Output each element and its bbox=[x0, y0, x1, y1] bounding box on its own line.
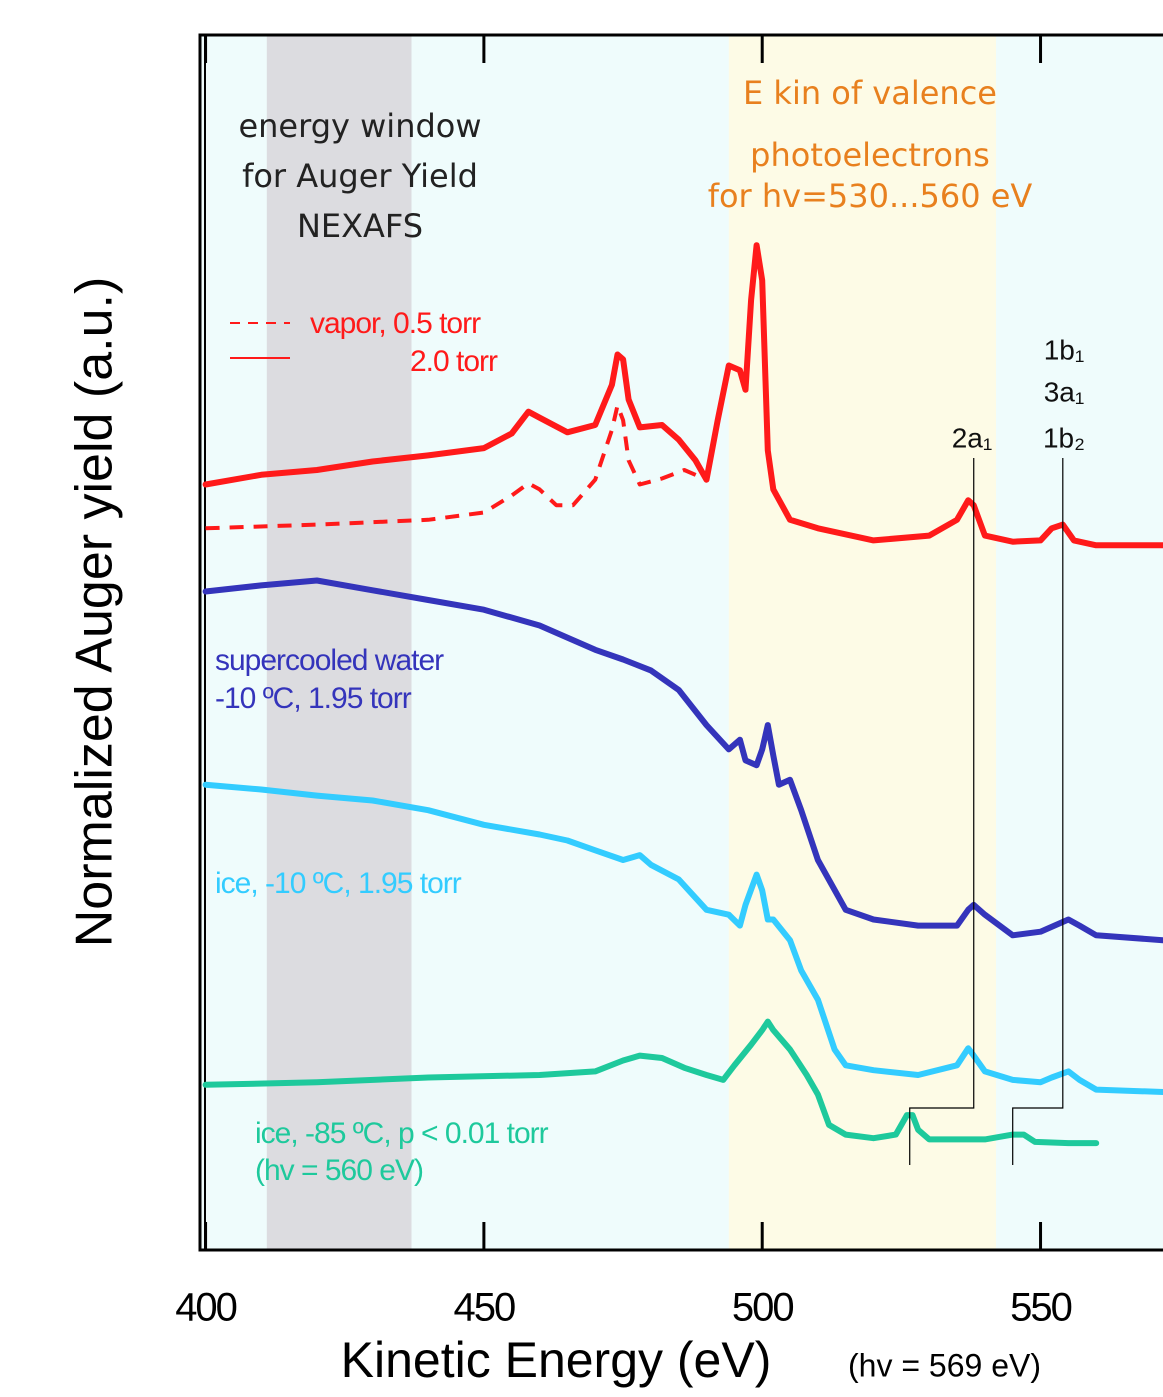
series-label: 2.0 torr bbox=[410, 345, 498, 378]
y-axis-label: Normalized Auger yield (a.u.) bbox=[66, 277, 124, 948]
peak-label: 1b₂ bbox=[1043, 422, 1085, 453]
x-tick-label: 400 bbox=[175, 1286, 236, 1330]
region-label: E kin of valence bbox=[743, 74, 997, 112]
series-label: vapor, 0.5 torr bbox=[310, 307, 481, 340]
region-label: for Auger Yield bbox=[242, 157, 478, 195]
x-tick-label: 550 bbox=[1010, 1286, 1071, 1330]
shaded-region bbox=[728, 35, 997, 1250]
x-axis-label: Kinetic Energy (eV) bbox=[341, 1332, 772, 1388]
series-line bbox=[202, 242, 1163, 549]
peak-marker bbox=[1012, 458, 1064, 1165]
series-line bbox=[205, 403, 708, 531]
peak-label: 1b₁ bbox=[1044, 334, 1085, 365]
series-line bbox=[202, 577, 1163, 944]
series-line bbox=[202, 1018, 1100, 1147]
series-label: ice, -85 ºC, p < 0.01 torr bbox=[255, 1117, 549, 1150]
region-label: photoelectrons bbox=[750, 136, 990, 174]
x-tick-label: 450 bbox=[454, 1286, 515, 1330]
series-label: supercooled water bbox=[215, 644, 444, 677]
peak-label: 3a₁ bbox=[1044, 376, 1085, 407]
series-label: (hv = 560 eV) bbox=[255, 1154, 423, 1187]
series-line bbox=[202, 781, 1163, 1095]
x-tick-label: 500 bbox=[732, 1286, 793, 1330]
peak-marker bbox=[909, 458, 975, 1165]
region-label: NEXAFS bbox=[297, 207, 423, 245]
series-label: ice, -10 ºC, 1.95 torr bbox=[215, 867, 462, 900]
shaded-region bbox=[266, 35, 412, 1250]
x-axis-note: (hv = 569 eV) bbox=[848, 1347, 1041, 1383]
peak-label: 2a₁ bbox=[952, 422, 993, 453]
series-label: -10 ºC, 1.95 torr bbox=[215, 682, 412, 715]
region-label: for hv=530...560 eV bbox=[708, 177, 1033, 215]
region-label: energy window bbox=[238, 107, 481, 145]
plot-frame bbox=[198, 33, 1163, 1252]
